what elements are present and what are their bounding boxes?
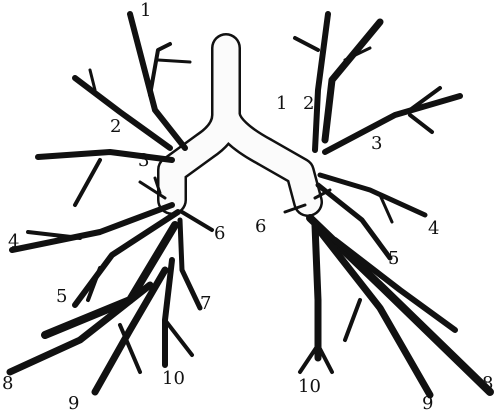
label-left-lung-5: 5 (388, 248, 400, 269)
label-right-lung-5: 5 (56, 286, 68, 307)
label-left-lung-2: 2 (303, 93, 315, 114)
label-right-lung-3: 3 (138, 150, 150, 171)
label-left-lung-3: 3 (371, 133, 383, 154)
left-lung-branches (283, 11, 494, 399)
label-right-lung-7: 7 (200, 293, 212, 314)
label-left-lung-9: 9 (422, 393, 434, 414)
right-lung-branches (6, 11, 214, 396)
label-left-lung-1: 1 (276, 93, 288, 114)
label-right-lung-8: 8 (2, 373, 14, 394)
label-right-lung-9: 9 (68, 393, 80, 414)
label-right-lung-6: 6 (214, 223, 226, 244)
trachea-and-main-bronchi (157, 33, 323, 217)
label-right-lung-1: 1 (140, 0, 152, 21)
label-left-lung-4: 4 (428, 218, 440, 239)
label-left-lung-10: 10 (298, 376, 321, 397)
label-right-lung-10: 10 (162, 368, 185, 389)
label-left-lung-8: 8 (482, 373, 494, 394)
label-left-lung-6: 6 (255, 216, 267, 237)
label-right-lung-4: 4 (8, 231, 20, 252)
label-right-lung-2: 2 (110, 116, 122, 137)
